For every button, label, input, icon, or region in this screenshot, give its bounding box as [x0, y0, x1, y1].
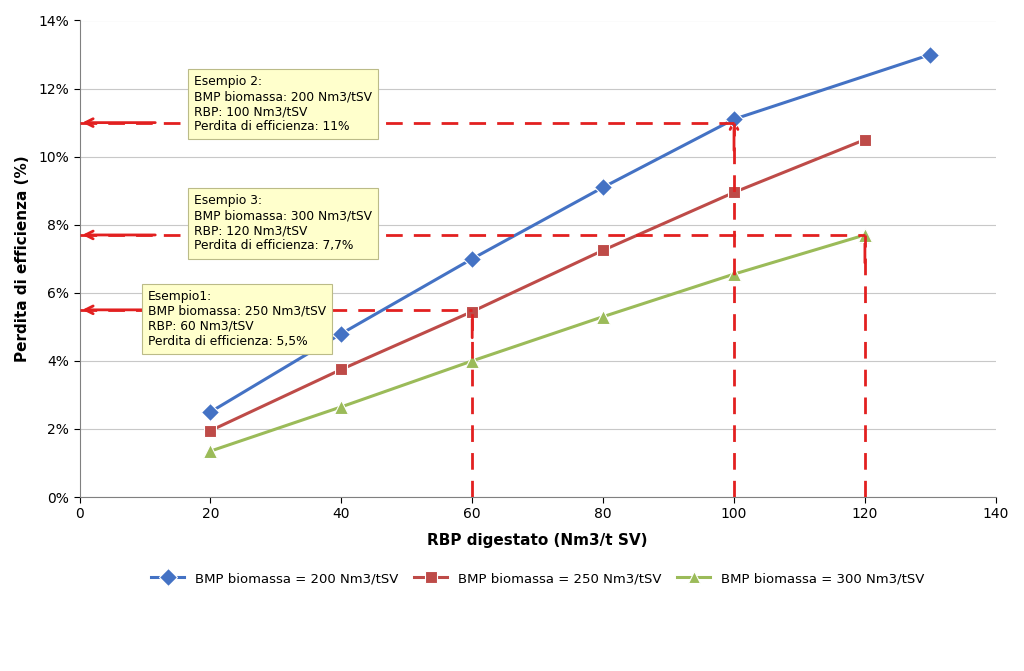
Text: Esempio 3:
BMP biomassa: 300 Nm3/tSV
RBP: 120 Nm3/tSV
Perdita di efficienza: 7,7: Esempio 3: BMP biomassa: 300 Nm3/tSV RBP…: [194, 195, 372, 252]
BMP biomassa = 200 Nm3/tSV: [597, 183, 609, 191]
Legend: BMP biomassa = 200 Nm3/tSV, BMP biomassa = 250 Nm3/tSV, BMP biomassa = 300 Nm3/t: BMP biomassa = 200 Nm3/tSV, BMP biomassa…: [146, 566, 929, 590]
BMP biomassa = 300 Nm3/tSV: [859, 231, 871, 239]
Text: Esempio 2:
BMP biomassa: 200 Nm3/tSV
RBP: 100 Nm3/tSV
Perdita di efficienza: 11%: Esempio 2: BMP biomassa: 200 Nm3/tSV RBP…: [194, 75, 372, 134]
Text: Esempio1:
BMP biomassa: 250 Nm3/tSV
RBP: 60 Nm3/tSV
Perdita di efficienza: 5,5%: Esempio1: BMP biomassa: 250 Nm3/tSV RBP:…: [148, 290, 327, 348]
BMP biomassa = 300 Nm3/tSV: [728, 270, 740, 278]
BMP biomassa = 300 Nm3/tSV: [597, 313, 609, 321]
BMP biomassa = 200 Nm3/tSV: [204, 408, 216, 416]
BMP biomassa = 250 Nm3/tSV: [728, 189, 740, 197]
BMP biomassa = 300 Nm3/tSV: [335, 403, 347, 411]
BMP biomassa = 200 Nm3/tSV: [728, 115, 740, 123]
BMP biomassa = 200 Nm3/tSV: [925, 50, 937, 58]
BMP biomassa = 200 Nm3/tSV: [466, 255, 478, 263]
Y-axis label: Perdita di efficienza (%): Perdita di efficienza (%): [15, 156, 30, 362]
Line: BMP biomassa = 200 Nm3/tSV: BMP biomassa = 200 Nm3/tSV: [204, 48, 937, 418]
BMP biomassa = 250 Nm3/tSV: [597, 246, 609, 254]
BMP biomassa = 200 Nm3/tSV: [335, 329, 347, 338]
BMP biomassa = 300 Nm3/tSV: [466, 357, 478, 365]
X-axis label: RBP digestato (Nm3/t SV): RBP digestato (Nm3/t SV): [427, 533, 648, 548]
Line: BMP biomassa = 250 Nm3/tSV: BMP biomassa = 250 Nm3/tSV: [204, 134, 871, 437]
Line: BMP biomassa = 300 Nm3/tSV: BMP biomassa = 300 Nm3/tSV: [204, 228, 871, 458]
BMP biomassa = 250 Nm3/tSV: [204, 427, 216, 435]
BMP biomassa = 250 Nm3/tSV: [859, 136, 871, 144]
BMP biomassa = 250 Nm3/tSV: [466, 307, 478, 315]
BMP biomassa = 300 Nm3/tSV: [204, 447, 216, 455]
BMP biomassa = 250 Nm3/tSV: [335, 366, 347, 374]
